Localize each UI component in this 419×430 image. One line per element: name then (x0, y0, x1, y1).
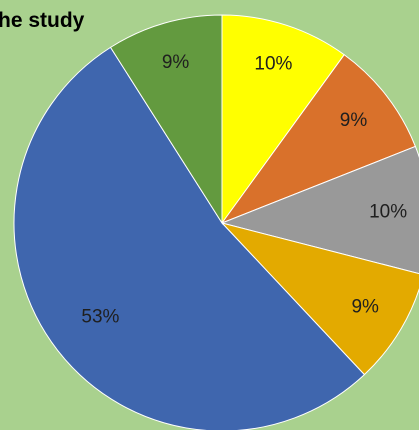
data-label-0: 10% (254, 54, 292, 75)
data-label-1: 9% (340, 110, 368, 131)
pie-slice-4 (13, 46, 366, 430)
pie-slice-5 (109, 14, 223, 225)
pie-slice-0 (221, 14, 345, 225)
chart-title: he study (0, 9, 85, 32)
pie-slice-2 (220, 145, 419, 275)
data-label-2: 10% (369, 202, 407, 223)
pie-slice-1 (220, 54, 417, 225)
pie-data-labels: 10% 9% 10% 9% 53% 9% (81, 52, 407, 327)
pie-slices (13, 14, 419, 430)
data-label-5: 9% (162, 52, 190, 73)
pie-slice-3 (220, 222, 419, 376)
data-label-3: 9% (351, 297, 379, 318)
data-label-4: 53% (81, 306, 119, 327)
